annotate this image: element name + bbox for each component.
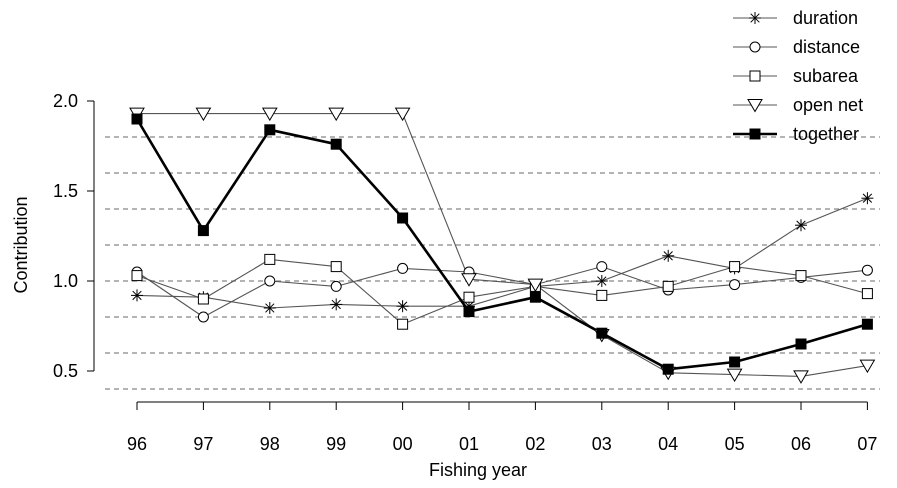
- data-point-subarea: [596, 289, 608, 301]
- data-point-distance: [861, 264, 873, 276]
- series-line-distance: [136, 266, 868, 318]
- data-point-subarea: [729, 261, 741, 273]
- x-tick-label: 96: [127, 434, 147, 454]
- series-line-together: [135, 118, 868, 371]
- series-markers: [129, 107, 876, 384]
- y-ticks: 0.5 1.0 1.5 2.0: [53, 91, 94, 381]
- data-point-together: [264, 124, 276, 136]
- x-tick-label: 03: [592, 434, 612, 454]
- y-axis-label: Contribution: [11, 196, 31, 293]
- data-point-together: [861, 318, 873, 330]
- data-point-distance: [596, 261, 608, 273]
- data-point-open-net: [461, 273, 477, 287]
- data-point-subarea: [861, 288, 873, 300]
- legend-marker-together: [749, 128, 761, 140]
- x-tick-label: 98: [260, 434, 280, 454]
- x-ticks: 96 97 98 99 00 01 02 03 04 05 06 07: [127, 402, 877, 454]
- data-point-open-net: [527, 278, 544, 293]
- data-point-subarea: [463, 291, 475, 303]
- data-point-subarea: [662, 280, 674, 292]
- data-point-open-net: [793, 370, 809, 384]
- legend-label-open-net: open net: [793, 95, 863, 115]
- x-tick-label: 04: [658, 434, 678, 454]
- legend-marker-open-net: [747, 99, 763, 113]
- series-line-duration: [136, 197, 868, 309]
- data-point-together: [529, 291, 541, 303]
- data-point-duration: [595, 275, 608, 287]
- data-point-subarea: [264, 253, 276, 265]
- legend-label-together: together: [793, 124, 859, 144]
- data-point-distance: [397, 262, 409, 274]
- legend: duration distance subarea open net together: [733, 8, 863, 144]
- x-tick-label: 05: [725, 434, 745, 454]
- data-point-open-net: [726, 368, 743, 383]
- data-point-duration: [396, 300, 409, 313]
- data-point-duration: [263, 302, 276, 314]
- data-point-subarea: [330, 261, 342, 273]
- series-lines: [135, 113, 868, 377]
- data-point-open-net: [328, 107, 345, 122]
- y-tick-label: 0.5: [53, 361, 78, 381]
- legend-marker-distance: [749, 41, 761, 53]
- legend-label-duration: duration: [793, 8, 858, 28]
- series-line-open-net: [137, 113, 868, 377]
- reference-lines: [105, 136, 880, 390]
- legend-label-subarea: subarea: [793, 66, 859, 86]
- data-point-open-net: [859, 359, 876, 374]
- legend-marker-duration: [749, 12, 761, 24]
- data-point-subarea: [397, 318, 409, 330]
- series-line-subarea: [136, 258, 868, 325]
- data-point-distance: [197, 311, 209, 323]
- data-point-together: [795, 338, 807, 350]
- data-point-together: [397, 212, 409, 224]
- y-tick-label: 2.0: [53, 91, 78, 111]
- data-point-distance: [330, 280, 342, 292]
- data-point-duration: [861, 192, 874, 205]
- x-tick-label: 06: [791, 434, 811, 454]
- y-tick-label: 1.5: [53, 181, 78, 201]
- data-point-together: [662, 363, 674, 375]
- data-point-together: [131, 113, 143, 125]
- data-point-duration: [795, 219, 807, 232]
- data-point-distance: [729, 279, 741, 291]
- legend-label-distance: distance: [793, 37, 860, 57]
- data-point-open-net: [195, 107, 212, 122]
- data-point-subarea: [795, 270, 807, 282]
- x-tick-label: 01: [459, 434, 479, 454]
- data-point-together: [197, 225, 209, 237]
- data-point-duration: [330, 298, 343, 311]
- data-point-subarea: [197, 293, 209, 305]
- data-point-together: [330, 138, 342, 150]
- data-point-duration: [662, 249, 675, 262]
- data-point-subarea: [131, 270, 143, 282]
- data-point-together: [729, 356, 741, 368]
- data-point-duration: [131, 289, 143, 302]
- data-point-open-net: [394, 107, 411, 122]
- x-tick-label: 00: [393, 434, 413, 454]
- x-tick-label: 97: [193, 434, 213, 454]
- x-axis-label: Fishing year: [429, 460, 527, 480]
- x-tick-label: 02: [525, 434, 545, 454]
- legend-marker-subarea: [749, 70, 761, 82]
- data-point-together: [596, 327, 608, 339]
- data-point-open-net: [261, 107, 278, 122]
- y-tick-label: 1.0: [53, 271, 78, 291]
- data-point-together: [463, 306, 475, 318]
- x-tick-label: 99: [326, 434, 346, 454]
- data-point-distance: [264, 275, 276, 287]
- x-tick-label: 07: [857, 434, 877, 454]
